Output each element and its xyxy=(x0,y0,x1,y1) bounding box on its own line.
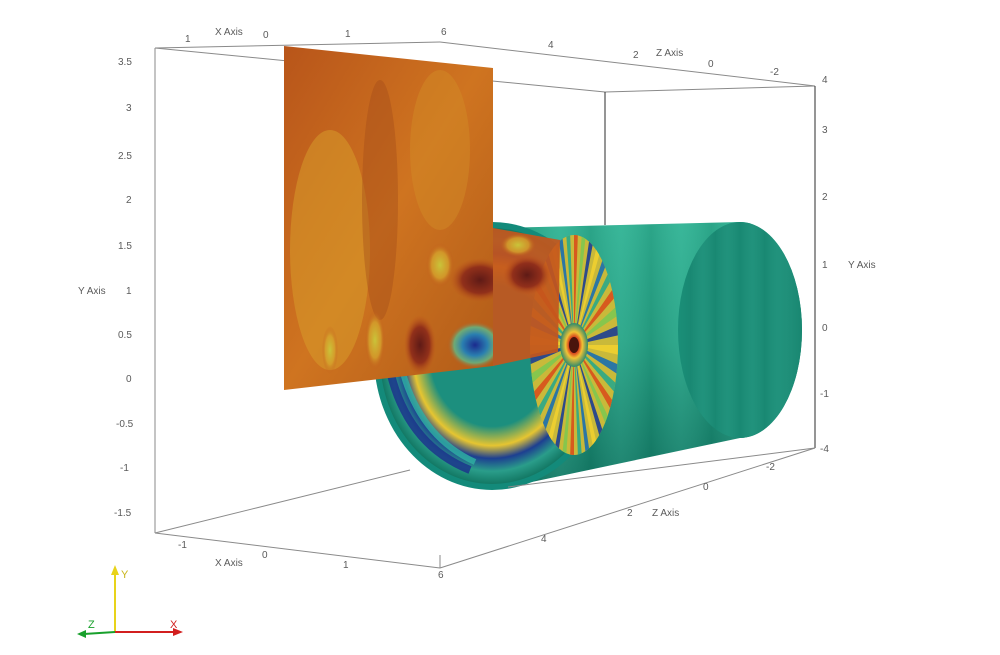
y-tick-right: 0 xyxy=(822,323,828,334)
axis-labels: 3.5 3 2.5 2 1.5 1 0.5 0 -0.5 -1 -1.5 Y A… xyxy=(78,27,876,581)
disc-spoke xyxy=(565,235,574,345)
bounding-box-front xyxy=(439,447,816,568)
disc-spoke xyxy=(574,345,583,455)
y-axis-title-right: Y Axis xyxy=(848,260,876,271)
disc-spoke xyxy=(534,345,574,423)
z-axis-title-top: Z Axis xyxy=(656,48,683,59)
orientation-z-label: Z xyxy=(88,619,95,631)
y-tick-left: -0.5 xyxy=(116,419,134,430)
x-tick-top: 1 xyxy=(185,34,191,45)
z-tick-bottom: 2 xyxy=(627,508,633,519)
disc-spoke xyxy=(574,252,609,345)
z-tick-bottom: 4 xyxy=(541,534,547,545)
orientation-x-label: X xyxy=(170,619,178,631)
z-tick-bottom: 0 xyxy=(703,482,709,493)
orientation-axes-widget[interactable]: Y Z X xyxy=(77,565,183,638)
bounding-box-back xyxy=(154,41,816,569)
y-tick-right: -4 xyxy=(820,444,829,455)
x-axis-title-top: X Axis xyxy=(215,27,243,38)
x-tick-bottom: 0 xyxy=(262,550,268,561)
y-tick-left: 0.5 xyxy=(118,330,132,341)
y-tick-left: 1 xyxy=(126,286,132,297)
orientation-y-label: Y xyxy=(121,569,129,581)
disc-spoke xyxy=(574,345,606,445)
z-axis-arrow xyxy=(83,631,116,635)
x-tick-bottom: 1 xyxy=(343,560,349,571)
disc-spoke xyxy=(546,345,574,450)
y-tick-left: 3 xyxy=(126,103,132,114)
y-tick-left: 0 xyxy=(126,374,132,385)
disc-spoke xyxy=(574,267,614,345)
disc-spoke xyxy=(574,284,618,345)
y-axis-title-left: Y Axis xyxy=(78,286,106,297)
x-tick-top: 0 xyxy=(263,30,269,41)
z-tick-top: 0 xyxy=(708,59,714,70)
x-arrow-head xyxy=(173,628,183,636)
y-tick-right: -1 xyxy=(820,389,829,400)
x-tick-bottom: -1 xyxy=(178,540,187,551)
y-tick-left: -1.5 xyxy=(114,508,132,519)
x-tick-bottom: 6 xyxy=(438,570,444,581)
disc-spoke xyxy=(574,345,612,431)
disc-spoke xyxy=(574,235,587,345)
disc-spoke xyxy=(574,345,599,455)
disc-spoke xyxy=(557,235,574,345)
y-tick-left: 2.5 xyxy=(118,151,132,162)
slice-plane[interactable] xyxy=(284,46,560,390)
y-tick-left: 3.5 xyxy=(118,57,132,68)
disc-spoke xyxy=(574,240,602,345)
disc-spoke xyxy=(574,345,591,455)
disc-spoke xyxy=(569,345,574,455)
disc-spoke xyxy=(574,345,616,415)
x-tick-top: 1 xyxy=(345,29,351,40)
disc-spoke xyxy=(561,345,574,455)
y-tick-right: 4 xyxy=(822,75,828,86)
y-arrow-head xyxy=(111,565,119,575)
disc-spoke xyxy=(574,235,579,345)
z-tick-top: 4 xyxy=(548,40,554,51)
disc-spoke xyxy=(539,345,574,438)
disc-spoke xyxy=(530,345,574,406)
z-arrow-head xyxy=(77,630,86,638)
disc-spoke xyxy=(553,345,574,455)
z-tick-top: 2 xyxy=(633,50,639,61)
y-tick-left: 2 xyxy=(126,195,132,206)
x-tick-top: 6 xyxy=(441,27,447,38)
y-tick-right: 2 xyxy=(822,192,828,203)
disc-spoke xyxy=(574,235,595,345)
y-tick-right: 1 xyxy=(822,260,828,271)
y-tick-right: 3 xyxy=(822,125,828,136)
y-tick-left: -1 xyxy=(120,463,129,474)
z-axis-title-bottom: Z Axis xyxy=(652,508,679,519)
x-axis-title-bottom: X Axis xyxy=(215,558,243,569)
z-tick-bottom: -2 xyxy=(766,462,775,473)
z-tick-top: -2 xyxy=(770,67,779,78)
y-tick-left: 1.5 xyxy=(118,241,132,252)
